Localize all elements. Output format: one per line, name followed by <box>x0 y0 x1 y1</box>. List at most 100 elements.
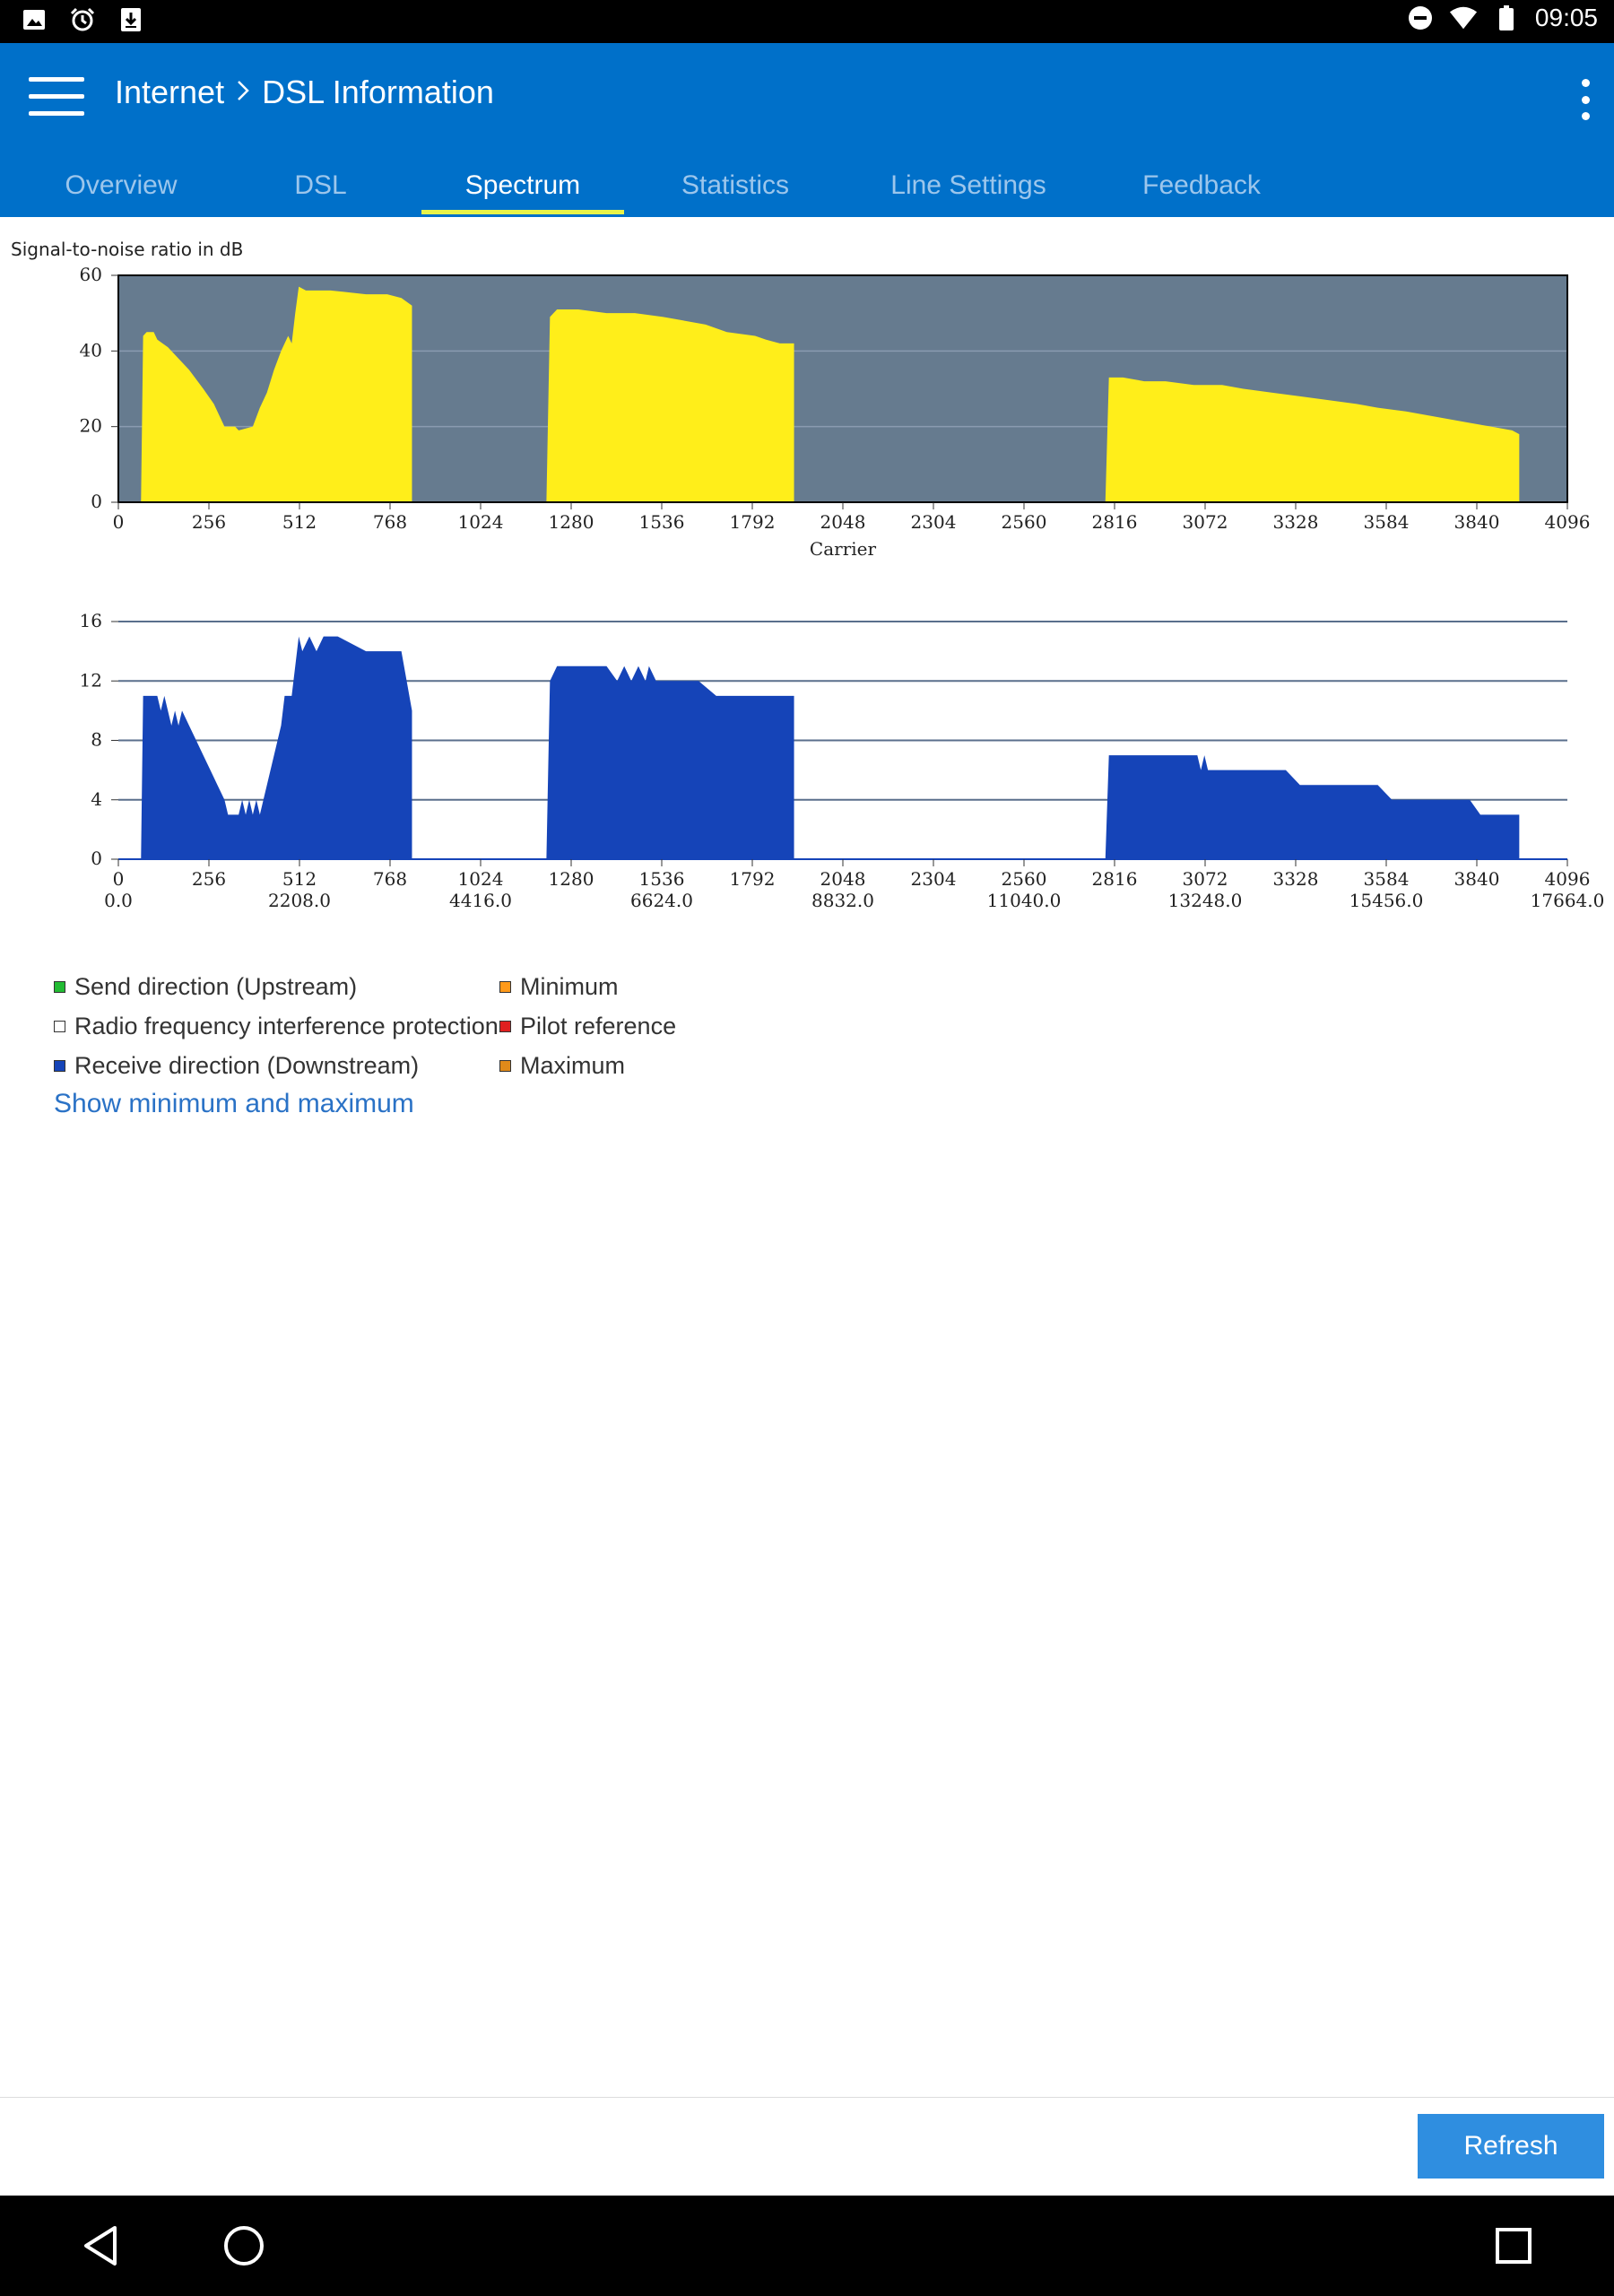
series-area <box>546 665 794 859</box>
x-tick-label: 3840 <box>1454 868 1500 890</box>
y-tick-label: 4 <box>91 788 102 810</box>
x-tick-label: 2816 <box>1092 511 1138 533</box>
wifi-icon <box>1449 4 1478 32</box>
x-tick-label: 2560 <box>1002 511 1047 533</box>
refresh-button[interactable]: Refresh <box>1418 2114 1604 2179</box>
snr-chart-svg: 0 20 40 60 0 256 512 768 1024 1280 1536 1792 2048 230… <box>80 264 1591 560</box>
tab-statistics[interactable]: Statistics <box>681 170 790 200</box>
x-tick-label: 512 <box>282 868 317 890</box>
battery-icon <box>1492 4 1521 32</box>
series-area <box>141 636 412 859</box>
x-tick-label: 1280 <box>549 868 594 890</box>
x-secondary-tick-label: 4416.0 <box>449 890 512 911</box>
tab-bar: Overview DSL Spectrum Statistics Line Se… <box>0 155 1614 216</box>
legend-item: Minimum <box>499 967 966 1006</box>
x-tick-label: 768 <box>373 511 407 533</box>
x-tick-label: 4096 <box>1545 868 1591 890</box>
series-area <box>1105 377 1520 502</box>
legend-label: Maximum <box>520 1051 626 1079</box>
page-title: DSL Information <box>262 74 494 110</box>
x-tick-label: 1792 <box>730 868 776 890</box>
x-tick-label: 1536 <box>639 511 685 533</box>
y-tick-label: 0 <box>91 491 102 512</box>
x-tick-label: 3584 <box>1364 511 1410 533</box>
legend-label: Pilot reference <box>520 1012 677 1039</box>
x-tick-label: 768 <box>373 868 407 890</box>
x-tick-label: 3840 <box>1454 511 1500 533</box>
show-min-max-link[interactable]: Show minimum and maximum <box>54 1089 414 1118</box>
y-tick-label: 16 <box>80 610 102 631</box>
tab-line-settings[interactable]: Line Settings <box>890 170 1046 200</box>
legend-swatch-downstream <box>54 1059 65 1072</box>
image-icon <box>20 5 48 34</box>
recents-icon[interactable] <box>1488 2221 1539 2271</box>
legend-swatch-minimum <box>499 980 511 993</box>
y-tick-label: 0 <box>91 848 102 869</box>
x-secondary-tick-label: 13248.0 <box>1168 890 1243 911</box>
x-secondary-tick-label: 11040.0 <box>987 890 1062 911</box>
x-tick-label: 512 <box>282 511 317 533</box>
x-secondary-tick-label: 2208.0 <box>268 890 331 911</box>
y-tick-label: 8 <box>91 729 102 751</box>
x-tick-label: 1280 <box>549 511 594 533</box>
snr-chart-title: Signal-to-noise ratio in dB <box>11 239 244 260</box>
x-tick-label: 4096 <box>1545 511 1591 533</box>
footer-divider <box>0 2097 1614 2098</box>
legend-label: Send direction (Upstream) <box>74 972 358 1000</box>
tab-spectrum[interactable]: Spectrum <box>421 155 624 216</box>
x-tick-label: 1024 <box>458 511 504 533</box>
x-secondary-tick-label: 15456.0 <box>1349 890 1424 911</box>
snr-chart: 0 20 40 60 0 256 512 768 1024 1280 1536 1792 2048 230… <box>0 251 1614 574</box>
legend-item: Pilot reference <box>499 1006 966 1046</box>
x-tick-label: 256 <box>192 511 226 533</box>
legend-item: Send direction (Upstream) <box>54 967 520 1006</box>
status-bar: 09:05 <box>0 0 1614 43</box>
y-tick-label: 60 <box>80 264 102 285</box>
back-icon[interactable] <box>75 2221 126 2271</box>
clock-time: 09:05 <box>1534 4 1598 31</box>
x-tick-label: 1536 <box>639 868 685 890</box>
legend-swatch-upstream <box>54 980 65 993</box>
x-tick-label: 2304 <box>911 868 957 890</box>
x-tick-label: 1792 <box>730 511 776 533</box>
x-tick-label: 3328 <box>1273 511 1319 533</box>
series-area <box>546 309 794 502</box>
breadcrumb-internet[interactable]: Internet <box>115 74 225 110</box>
legend-item: Maximum <box>499 1046 966 1085</box>
x-tick-label: 3072 <box>1183 511 1228 533</box>
x-tick-label: 256 <box>192 868 226 890</box>
y-tick-label: 12 <box>80 669 102 691</box>
x-tick-label: 2304 <box>911 511 957 533</box>
x-tick-label: 2816 <box>1092 868 1138 890</box>
x-secondary-tick-label: 17664.0 <box>1531 890 1605 911</box>
x-tick-label: 2048 <box>820 511 866 533</box>
do-not-disturb-icon <box>1406 4 1435 32</box>
x-tick-label: 0 <box>113 868 125 890</box>
legend-label: Receive direction (Downstream) <box>74 1051 420 1079</box>
x-tick-label: 3584 <box>1364 868 1410 890</box>
y-tick-label: 20 <box>80 415 102 437</box>
legend-label: Radio frequency interference protection <box>74 1012 499 1039</box>
legend-label: Minimum <box>520 972 619 1000</box>
more-options-icon[interactable] <box>1575 79 1596 120</box>
x-tick-label: 2560 <box>1002 868 1047 890</box>
bits-chart-svg: 0 4 8 12 16 0 256 512 768 1024 1280 1536 1792 2048 230… <box>80 610 1605 911</box>
status-icons-left <box>20 5 145 34</box>
legend-item: Receive direction (Downstream) <box>54 1046 520 1085</box>
tab-feedback[interactable]: Feedback <box>1142 170 1261 200</box>
tab-dsl[interactable]: DSL <box>294 170 347 200</box>
alarm-icon <box>68 5 97 34</box>
x-secondary-tick-label: 8832.0 <box>811 890 874 911</box>
series-area <box>141 286 412 502</box>
chevron-right-icon <box>235 74 251 111</box>
app-bar: Internet DSL Information Overview DSL Sp… <box>0 43 1614 217</box>
home-icon[interactable] <box>219 2221 269 2271</box>
x-tick-label: 3072 <box>1183 868 1228 890</box>
x-axis-label: Carrier <box>810 538 877 560</box>
menu-icon[interactable] <box>29 77 84 117</box>
status-icons-right: 09:05 <box>1406 4 1598 32</box>
bits-chart: 0 4 8 12 16 0 256 512 768 1024 1280 1536 1792 2048 230… <box>0 601 1614 924</box>
legend-swatch-pilot <box>499 1020 511 1032</box>
x-tick-label: 3328 <box>1273 868 1319 890</box>
tab-overview[interactable]: Overview <box>65 170 178 200</box>
